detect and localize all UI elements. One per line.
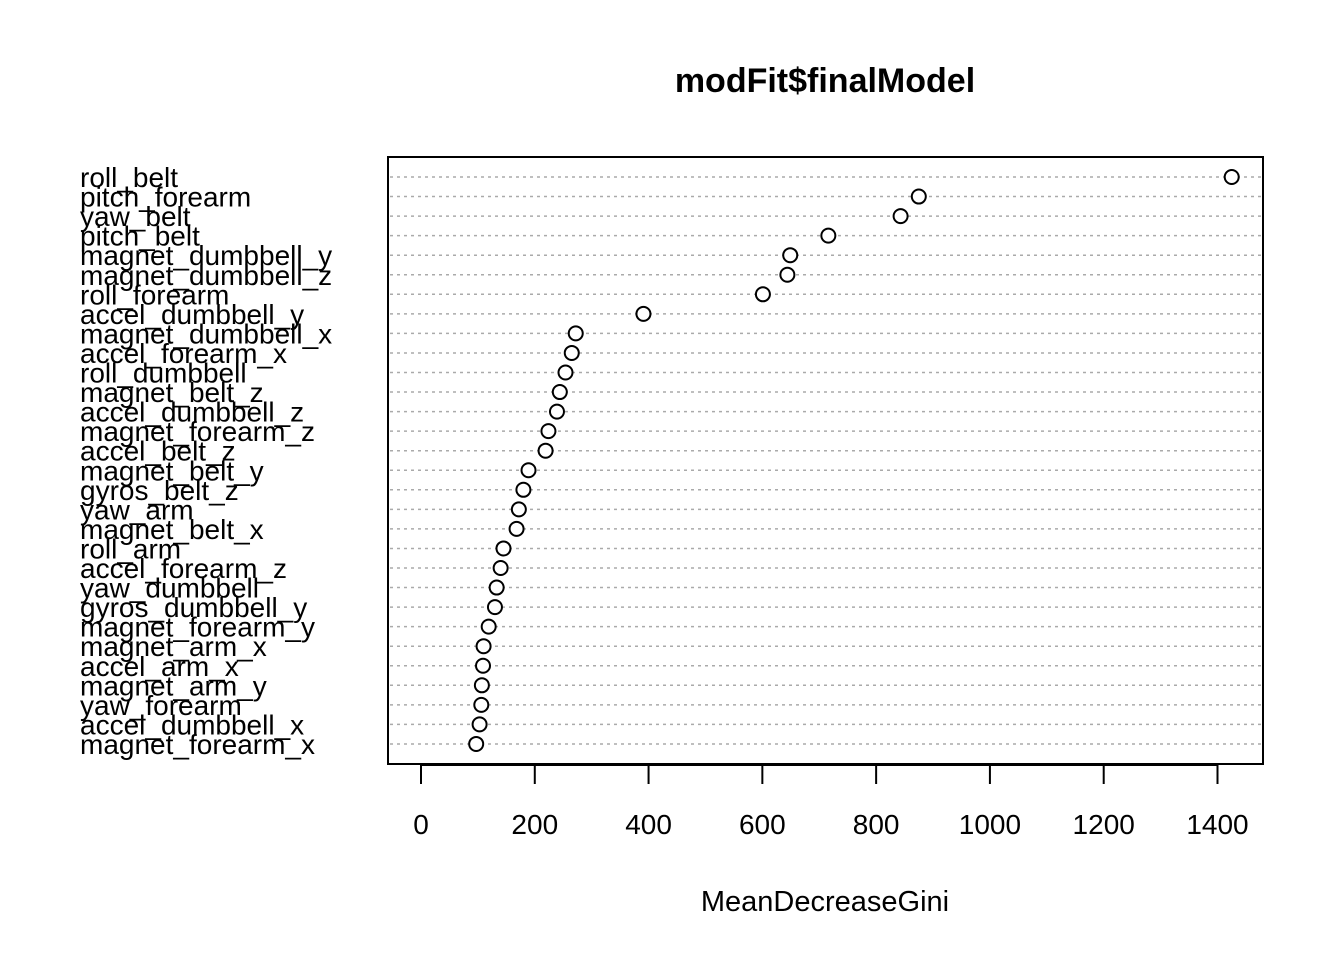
category-label: accel_arm_x	[80, 651, 239, 682]
data-point	[473, 696, 490, 713]
category-label: accel_belt_z	[80, 436, 236, 467]
category-label: roll_arm	[80, 533, 181, 564]
x-tick-label: 1200	[1073, 809, 1135, 840]
data-point	[475, 638, 492, 655]
category-label: accel_forearm_x	[80, 338, 287, 369]
category-label: magnet_belt_z	[80, 377, 264, 408]
data-point	[492, 560, 509, 576]
category-label: roll_dumbbell	[80, 358, 247, 389]
data-point	[537, 442, 554, 459]
category-label: gyros_dumbbell_y	[80, 592, 307, 623]
data-point	[468, 735, 485, 752]
data-point	[520, 462, 537, 479]
data-point	[1223, 169, 1240, 185]
category-label: magnet_forearm_x	[80, 729, 315, 760]
category-label: yaw_forearm	[80, 690, 242, 721]
x-tick-label: 600	[739, 809, 786, 840]
data-point	[495, 540, 512, 557]
category-label: magnet_forearm_z	[80, 416, 315, 447]
category-label: yaw_arm	[80, 494, 194, 525]
category-label: gyros_belt_z	[80, 475, 239, 506]
category-label: magnet_arm_x	[80, 631, 267, 662]
x-tick-label: 800	[853, 809, 900, 840]
category-label: magnet_dumbbell_x	[80, 318, 332, 349]
category-label: pitch_belt	[80, 221, 200, 252]
data-point	[540, 423, 557, 440]
data-point	[910, 188, 927, 205]
x-tick-label: 200	[511, 809, 558, 840]
data-point	[551, 384, 568, 401]
category-label: magnet_dumbbell_z	[80, 260, 332, 291]
category-label: yaw_dumbbell	[80, 573, 259, 604]
data-points	[468, 169, 1240, 752]
data-point	[892, 208, 909, 225]
x-axis: 0 200 400 600 800 1000 1200 1400	[413, 764, 1249, 840]
data-point	[820, 227, 837, 244]
category-label: accel_dumbbell_z	[80, 397, 304, 428]
category-labels: roll_beltpitch_forearmyaw_beltpitch_belt…	[80, 162, 332, 760]
x-tick-label: 400	[625, 809, 672, 840]
data-point	[510, 501, 527, 518]
x-tick-label: 0	[413, 809, 429, 840]
category-label: accel_dumbbell_y	[80, 299, 304, 330]
data-point	[471, 716, 488, 733]
data-point	[480, 618, 497, 635]
data-point	[754, 286, 771, 303]
category-label: yaw_belt	[80, 201, 191, 232]
category-label: magnet_dumbbell_y	[80, 240, 332, 271]
category-label: roll_forearm	[80, 279, 229, 310]
x-tick-label: 1000	[959, 809, 1021, 840]
data-point	[515, 481, 532, 498]
data-point	[486, 599, 503, 616]
category-label: roll_belt	[80, 162, 178, 193]
data-point	[635, 305, 652, 322]
data-point	[779, 266, 796, 283]
data-point	[557, 364, 574, 381]
category-label: magnet_arm_y	[80, 670, 267, 701]
plot-frame	[387, 156, 1264, 765]
data-point	[567, 325, 584, 342]
grid-lines	[390, 176, 1261, 745]
data-point	[473, 677, 490, 694]
category-label: magnet_belt_x	[80, 514, 264, 545]
data-point	[508, 520, 525, 537]
data-point	[488, 579, 505, 596]
chart-title: modFit$finalModel	[675, 62, 975, 100]
category-label: accel_forearm_z	[80, 553, 287, 584]
x-tick-label: 1400	[1186, 809, 1248, 840]
data-point	[475, 657, 492, 674]
x-axis-label: MeanDecreaseGini	[701, 886, 949, 918]
category-label: magnet_forearm_y	[80, 612, 315, 643]
category-label: magnet_belt_y	[80, 455, 264, 486]
data-point	[563, 344, 580, 361]
data-point	[548, 403, 565, 420]
category-label: pitch_forearm	[80, 182, 251, 213]
category-label: accel_dumbbell_x	[80, 709, 304, 740]
data-point	[782, 247, 799, 264]
